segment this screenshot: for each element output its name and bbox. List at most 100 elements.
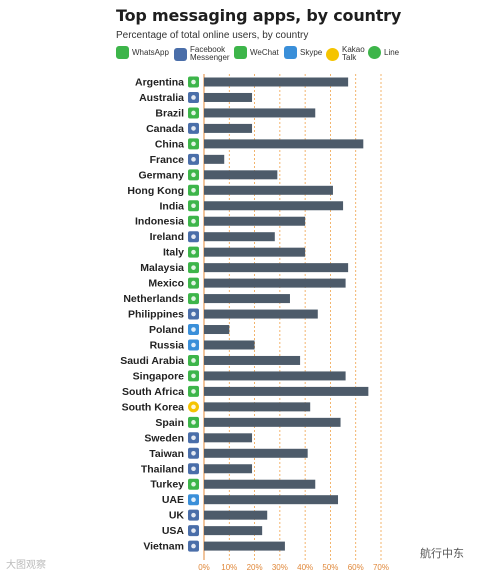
- app-icon-glyph: [191, 265, 196, 270]
- bar: [204, 495, 339, 505]
- legend-item-whatsapp: WhatsApp: [116, 46, 169, 59]
- category-label: Indonesia: [135, 216, 184, 228]
- app-icon-glyph: [191, 404, 196, 410]
- bar: [204, 464, 253, 474]
- app-icon-glyph: [191, 327, 196, 332]
- category-label: Poland: [149, 324, 184, 336]
- bar: [204, 154, 225, 164]
- x-tick-label: 70%: [373, 563, 389, 572]
- legend: WhatsApp Facebook Messenger WeChat Skype…: [116, 46, 476, 66]
- bar: [204, 526, 263, 536]
- app-icon-glyph: [191, 497, 196, 502]
- x-tick-label: 10%: [221, 563, 237, 572]
- legend-item-kakao: Kakao Talk: [326, 46, 366, 62]
- legend-label: Line: [384, 47, 400, 57]
- app-icon-glyph: [191, 481, 196, 487]
- app-icon-glyph: [191, 389, 196, 394]
- app-icon-glyph: [191, 203, 196, 209]
- x-tick-label: 30%: [272, 563, 288, 572]
- x-tick-label: 50%: [322, 563, 338, 572]
- chart-title: Top messaging apps, by country: [116, 6, 402, 25]
- messenger-icon: [174, 47, 187, 61]
- legend-label: Facebook Messenger: [190, 45, 230, 62]
- x-tick-label: 40%: [297, 563, 313, 572]
- app-icon-glyph: [191, 528, 196, 533]
- bar: [204, 433, 253, 443]
- bar: [204, 402, 311, 412]
- category-label: India: [159, 200, 184, 212]
- legend-label: Kakao Talk: [342, 45, 365, 62]
- category-label: UK: [169, 510, 185, 522]
- category-label: Netherlands: [123, 293, 184, 305]
- app-icon-glyph: [191, 435, 196, 441]
- category-label: UAE: [162, 494, 184, 506]
- bar: [204, 92, 253, 102]
- line-icon: [368, 46, 381, 59]
- bar: [204, 355, 301, 365]
- bar: [204, 510, 268, 520]
- bar: [204, 417, 341, 427]
- app-icon-glyph: [191, 311, 196, 317]
- watermark-left: 大图观察: [6, 560, 46, 571]
- app-icon-glyph: [191, 358, 196, 363]
- bar: [204, 263, 349, 273]
- app-icon-glyph: [191, 95, 196, 100]
- category-label: Philippines: [128, 309, 184, 321]
- x-tick-label: 0%: [198, 563, 210, 572]
- kakao-icon: [326, 47, 339, 61]
- category-label: Malaysia: [140, 262, 184, 274]
- app-icon-glyph: [191, 450, 196, 456]
- wechat-icon: [234, 46, 247, 59]
- legend-label: WeChat: [250, 47, 279, 57]
- app-icon-glyph: [191, 512, 196, 518]
- category-label: Italy: [163, 247, 184, 259]
- category-label: China: [155, 138, 184, 150]
- bar: [204, 325, 230, 335]
- bar: [204, 309, 318, 319]
- bar: [204, 77, 349, 87]
- app-icon-glyph: [191, 126, 196, 131]
- app-icon-glyph: [191, 543, 196, 549]
- x-tick-label: 60%: [348, 563, 364, 572]
- legend-item-wechat: WeChat: [234, 46, 279, 59]
- app-icon-glyph: [191, 172, 196, 178]
- app-icon-glyph: [191, 218, 196, 224]
- bar: [204, 185, 333, 195]
- bar: [204, 139, 364, 149]
- bar: [204, 541, 285, 551]
- category-label: Germany: [138, 169, 184, 181]
- app-icon-glyph: [191, 79, 196, 85]
- legend-label: WhatsApp: [132, 47, 169, 57]
- app-icon-glyph: [191, 373, 196, 379]
- legend-label: Skype: [300, 47, 323, 57]
- category-label: Australia: [139, 92, 184, 104]
- bar: [204, 201, 344, 211]
- app-icon-glyph: [191, 234, 196, 239]
- bar: [204, 247, 306, 257]
- bar: [204, 123, 253, 133]
- category-label: Ireland: [150, 231, 184, 243]
- category-label: Vietnam: [143, 541, 184, 553]
- category-label: South Africa: [122, 386, 184, 398]
- app-icon-glyph: [191, 110, 196, 116]
- category-label: Brazil: [155, 107, 184, 119]
- bar: [204, 278, 346, 288]
- category-label: Spain: [155, 417, 184, 429]
- bar: [204, 448, 308, 458]
- app-icon-glyph: [191, 296, 196, 301]
- category-label: Canada: [146, 123, 184, 135]
- x-tick-label: 20%: [247, 563, 263, 572]
- bar: [204, 386, 369, 396]
- bar: [204, 294, 290, 304]
- app-icon-glyph: [191, 141, 196, 147]
- category-label: Hong Kong: [127, 185, 184, 197]
- category-label: Thailand: [141, 463, 184, 475]
- app-icon-glyph: [191, 342, 196, 348]
- app-icon-glyph: [191, 187, 196, 193]
- whatsapp-icon: [116, 46, 129, 59]
- category-label: Turkey: [150, 479, 184, 491]
- bar: [204, 340, 255, 350]
- chart-subtitle: Percentage of total online users, by cou…: [116, 30, 309, 41]
- category-label: Saudi Arabia: [120, 355, 184, 367]
- bar: [204, 170, 278, 180]
